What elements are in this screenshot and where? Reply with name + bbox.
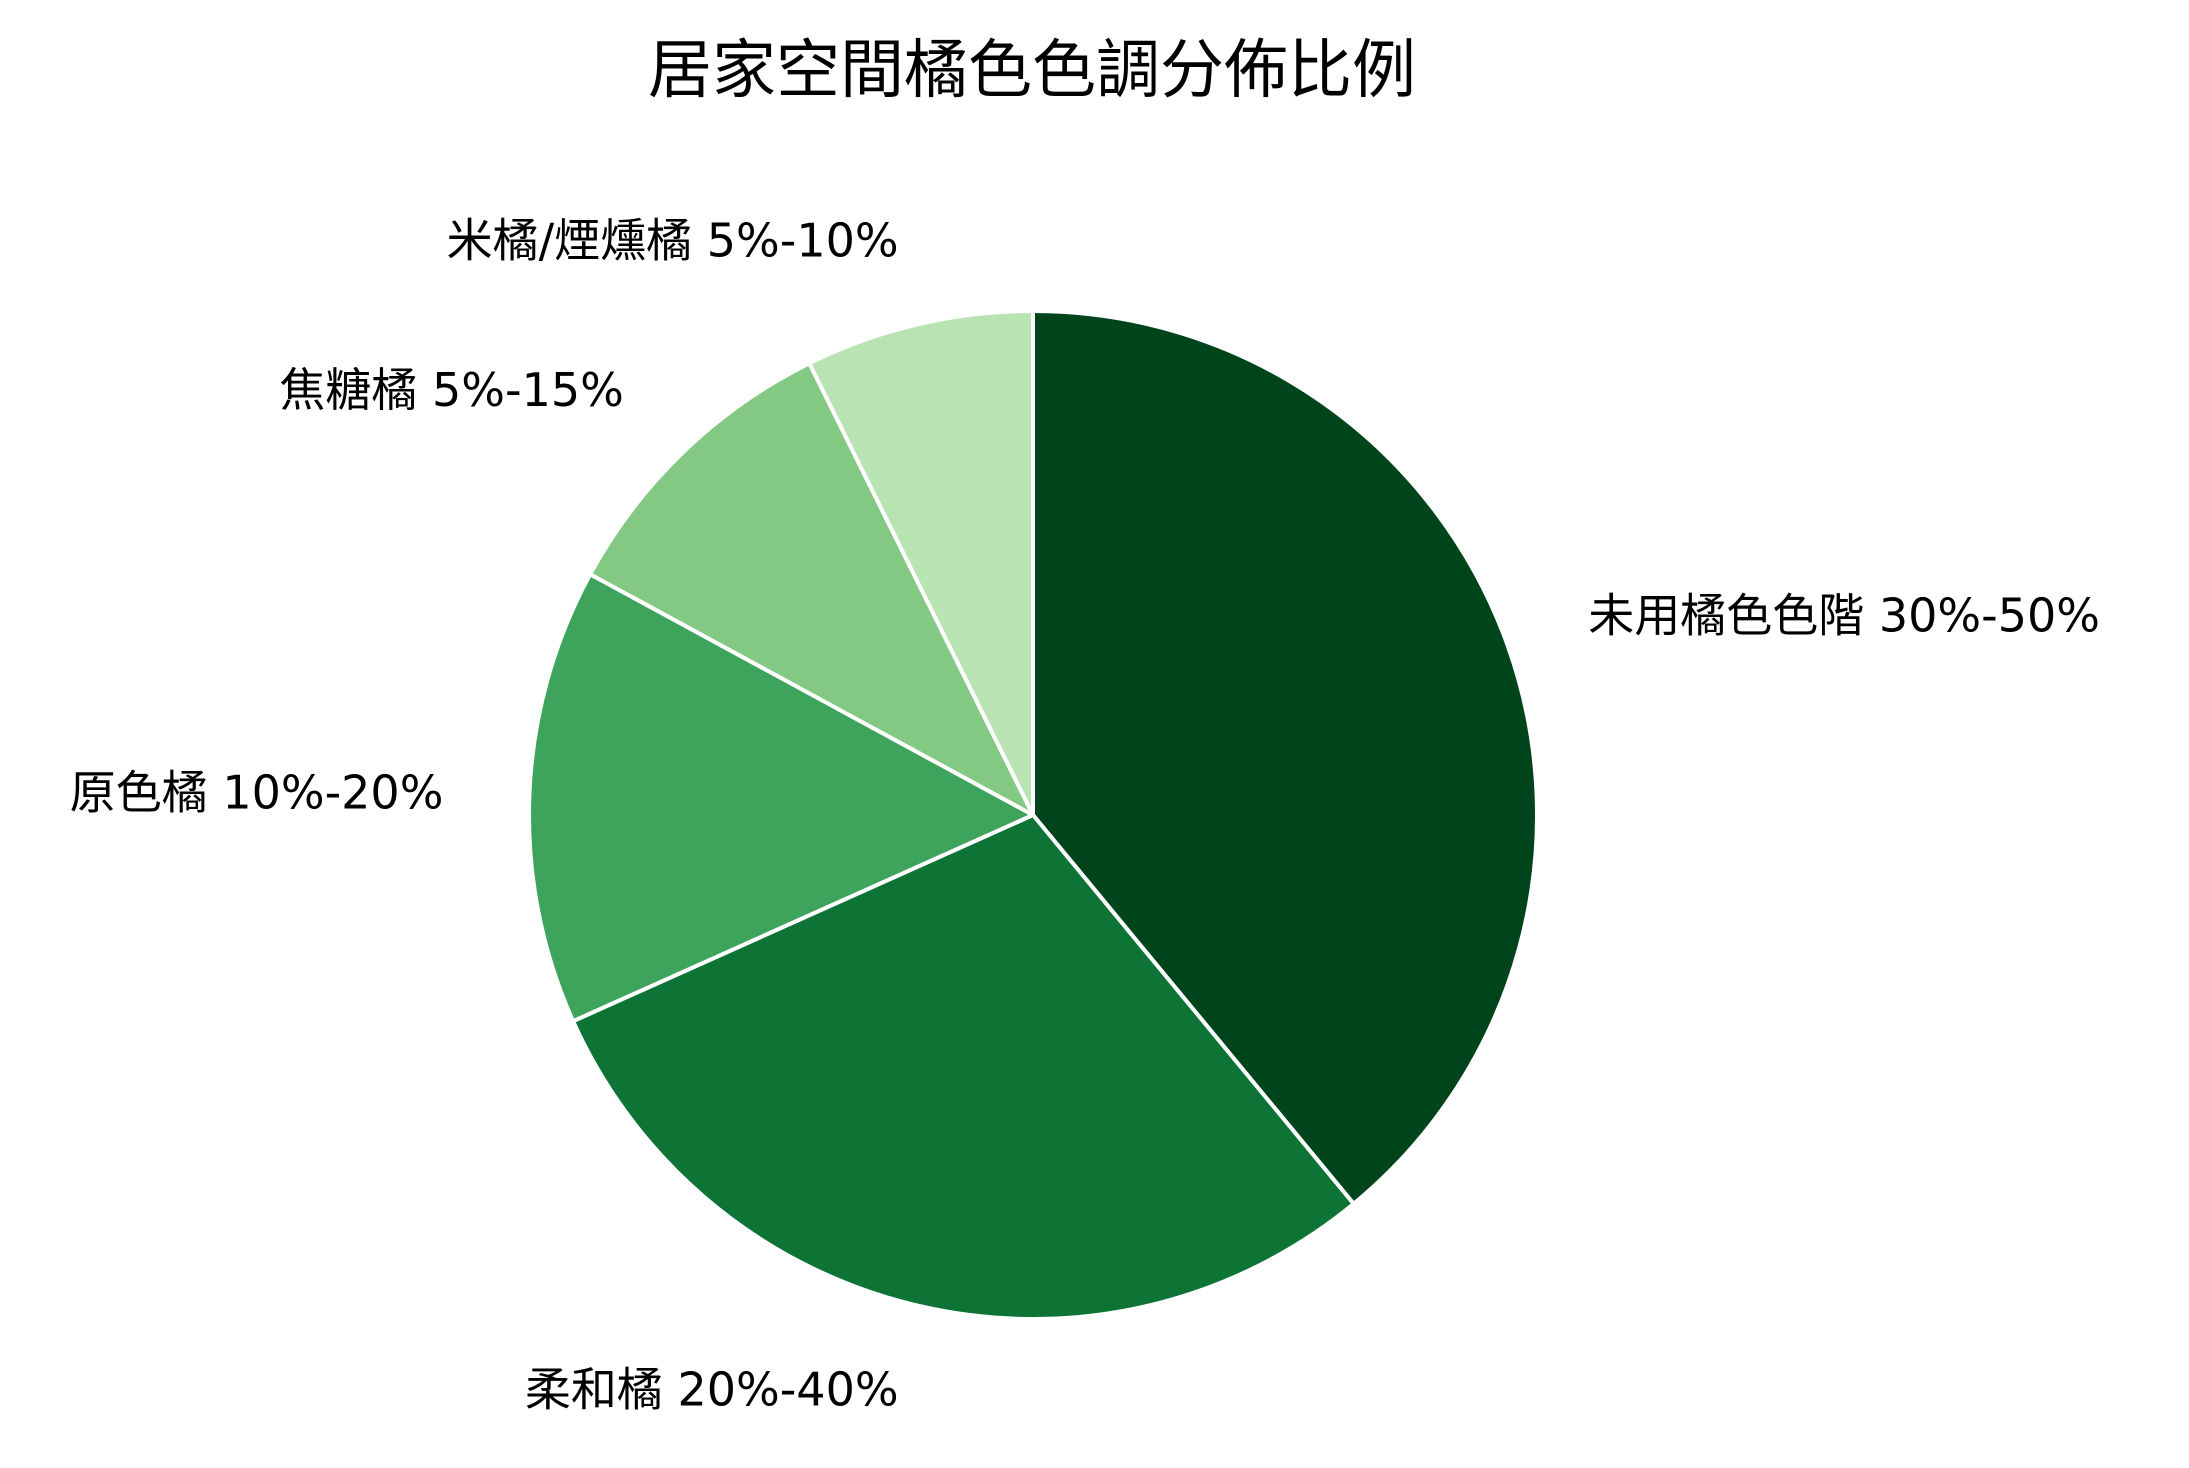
pie-slice-label-2: 柔和橘 20%-40% [525,1362,899,1416]
chart-title: 居家空間橘色色調分佈比例 [648,34,1416,108]
pie-slice-3 [527,572,1035,1024]
pie-slice-label-5: 米橘/煙燻橘 5%-10% [447,214,899,268]
pie-slice-4 [588,361,1035,817]
pie-slice-label-1: 未用橘色色階 30%-50% [1588,589,2100,643]
pie-slice-label-4: 焦糖橘 5%-15% [279,363,623,417]
pie-slice-5 [807,309,1035,817]
pie-slice-label-3: 原色橘 10%-20% [70,765,444,819]
pie-slice-1 [1031,309,1540,1206]
pie-slices [527,309,1540,1321]
pie-slice-2 [571,813,1356,1321]
pie-labels: 未用橘色色階 30%-50% 柔和橘 20%-40% 原色橘 10%-20% 焦糖橘 … [70,214,2100,1417]
